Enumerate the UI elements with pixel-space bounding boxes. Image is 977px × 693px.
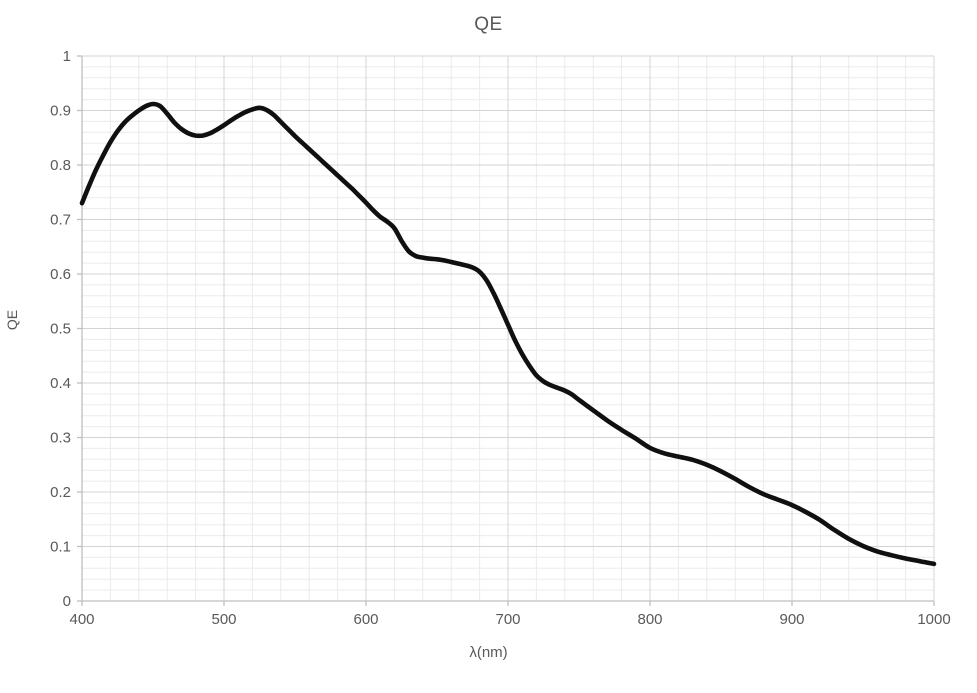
y-tick-label: 0.3 (50, 430, 71, 447)
y-tick-label: 0.6 (50, 266, 71, 283)
y-tick-label: 0.7 (50, 212, 71, 229)
y-tick-label: 0.9 (50, 103, 71, 120)
y-tick-label: 0.5 (50, 321, 71, 338)
x-tick-label: 1000 (917, 611, 950, 628)
y-tick-label: 0.2 (50, 484, 71, 501)
x-tick-label: 400 (69, 611, 94, 628)
x-axis-title: λ(nm) (469, 644, 508, 661)
y-tick-label: 0.8 (50, 157, 71, 174)
x-tick-label: 500 (211, 611, 236, 628)
x-tick-label: 800 (637, 611, 662, 628)
y-tick-label: 0 (63, 593, 71, 610)
y-tick-label: 0.4 (50, 375, 71, 392)
y-tick-label: 0.1 (50, 539, 71, 556)
y-tick-label: 1 (63, 48, 71, 65)
chart-title: QE (474, 14, 503, 35)
x-tick-label: 700 (495, 611, 520, 628)
qe-series-line (79, 101, 937, 567)
x-tick-label: 900 (779, 611, 804, 628)
x-tick-label: 600 (353, 611, 378, 628)
